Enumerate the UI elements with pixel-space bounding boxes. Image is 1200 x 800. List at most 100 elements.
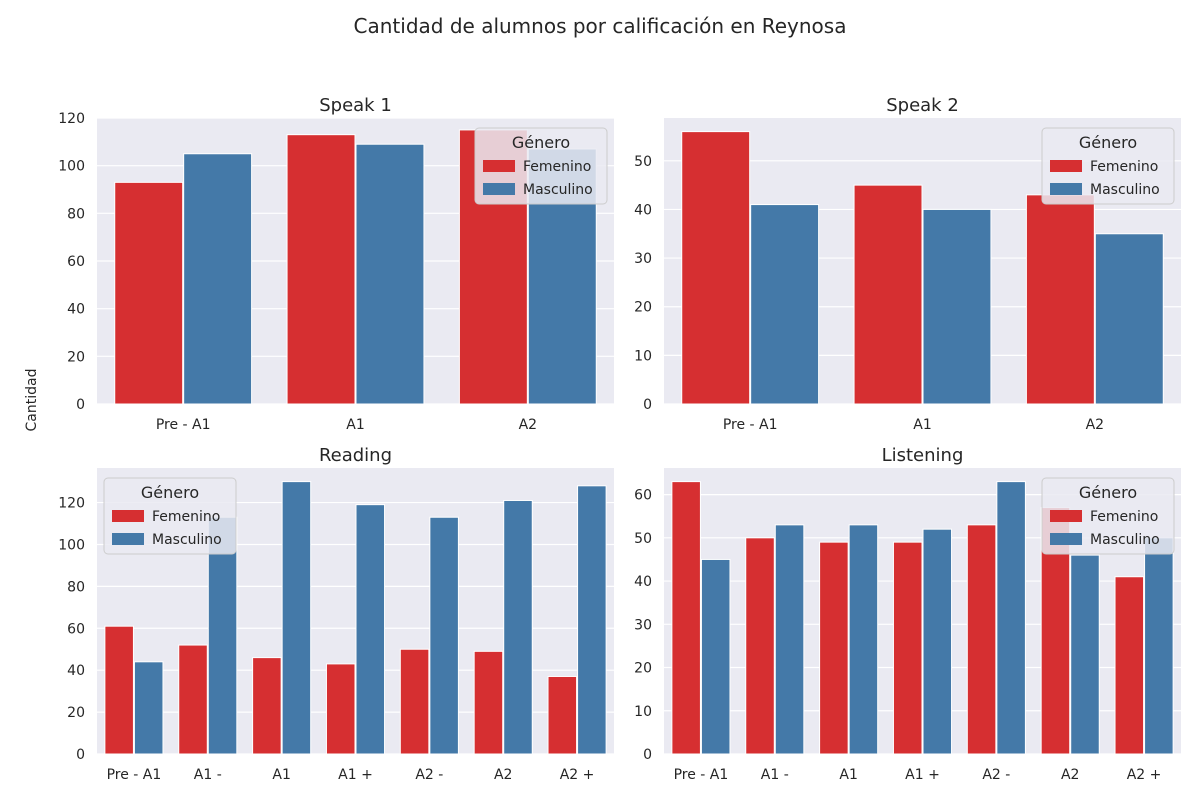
y-tick-label: 100 xyxy=(58,159,85,175)
x-tick-label: Pre - A1 xyxy=(156,417,211,433)
y-tick-label: 60 xyxy=(67,621,85,637)
y-tick-label: 0 xyxy=(643,747,652,763)
y-tick-label: 120 xyxy=(58,111,85,127)
x-tick-label: Pre - A1 xyxy=(674,767,729,783)
legend-swatch-masculino xyxy=(1050,183,1082,195)
x-tick-label: A2 + xyxy=(560,767,595,783)
legend-entry-femenino: Femenino xyxy=(1090,159,1158,175)
x-tick-label: A1 - xyxy=(761,767,789,783)
bar-femenino-pre-a1 xyxy=(104,625,134,755)
bar-masculino-a1 xyxy=(355,143,425,405)
bar-femenino-a2 xyxy=(966,524,997,755)
y-tick-label: 40 xyxy=(67,663,85,679)
legend-entry-femenino: Femenino xyxy=(523,159,591,175)
bar-femenino-pre-a1 xyxy=(671,481,701,755)
bar-masculino-pre-a1 xyxy=(750,204,820,405)
chart-speak-1: 0 20 40 60 80 100 120 Pre - A1 A1 A2 Speak 1 Género… xyxy=(58,95,614,433)
bar-masculino-pre-a1 xyxy=(183,153,253,405)
legend-title: Género xyxy=(512,133,570,152)
chart-speak-2: 0 10 20 30 40 50 Pre - A1 A1 A2 Speak 2 Género Feme… xyxy=(634,95,1181,433)
legend: Género Femenino Masculino xyxy=(1041,127,1175,205)
subplot-title: Reading xyxy=(319,445,392,466)
bar-femenino-pre-a1 xyxy=(681,131,751,405)
bar-femenino-a1 xyxy=(853,184,923,405)
legend-entry-masculino: Masculino xyxy=(152,532,222,548)
x-tick-label: A1 xyxy=(346,417,364,433)
bar-femenino-a1 xyxy=(286,134,356,405)
y-tick-label: 0 xyxy=(643,397,652,413)
y-tick-label: 30 xyxy=(634,617,652,633)
bar-masculino-a1 xyxy=(281,481,312,755)
bar-femenino-a2 xyxy=(1025,194,1095,405)
legend-entry-masculino: Masculino xyxy=(523,182,593,198)
legend-title: Género xyxy=(1079,133,1137,152)
y-tick-label: 80 xyxy=(67,206,85,222)
x-tick-label: A2 xyxy=(519,417,537,433)
x-tick-label: A1 + xyxy=(338,767,373,783)
y-tick-label: 120 xyxy=(58,496,85,512)
legend: Género Femenino Masculino xyxy=(1041,477,1175,555)
legend-entry-masculino: Masculino xyxy=(1090,182,1160,198)
legend-swatch-masculino xyxy=(112,533,144,545)
bar-femenino-a1 xyxy=(178,644,208,755)
y-tick-label: 20 xyxy=(67,349,85,365)
y-tick-label: 60 xyxy=(634,488,652,504)
legend-swatch-masculino xyxy=(483,183,515,195)
legend-entry-femenino: Femenino xyxy=(1090,509,1158,525)
y-tick-label: 0 xyxy=(76,747,85,763)
bar-masculino-a1 xyxy=(922,528,953,755)
y-tick-label: 40 xyxy=(634,574,652,590)
x-tick-label: A1 xyxy=(913,417,931,433)
bar-femenino-a1 xyxy=(819,541,849,755)
bar-masculino-a2 xyxy=(996,481,1026,755)
legend-swatch-femenino xyxy=(1050,510,1082,522)
x-tick-label: A1 - xyxy=(194,767,222,783)
legend-swatch-femenino xyxy=(483,160,515,172)
bar-masculino-pre-a1 xyxy=(700,558,731,755)
figure-title: Cantidad de alumnos por calificación en … xyxy=(353,14,847,38)
bar-femenino-a1 xyxy=(745,537,775,755)
y-tick-label: 20 xyxy=(67,705,85,721)
subplot-title: Listening xyxy=(882,445,964,466)
x-tick-label: A1 xyxy=(839,767,857,783)
x-tick-label: A2 xyxy=(494,767,512,783)
subplot-title: Speak 1 xyxy=(319,95,392,116)
y-tick-label: 30 xyxy=(634,251,652,267)
subplot-title: Speak 2 xyxy=(886,95,959,116)
bar-masculino-a2 xyxy=(503,499,533,755)
legend-title: Género xyxy=(141,483,199,502)
bar-masculino-a1 xyxy=(355,504,386,755)
y-tick-label: 10 xyxy=(634,348,652,364)
bar-femenino-a1 xyxy=(252,657,282,755)
y-tick-label: 0 xyxy=(76,397,85,413)
x-tick-label: A1 xyxy=(272,767,290,783)
bar-femenino-a2 xyxy=(1114,576,1145,755)
y-tick-label: 50 xyxy=(634,531,652,547)
legend-entry-femenino: Femenino xyxy=(152,509,220,525)
x-tick-label: A2 - xyxy=(415,767,443,783)
x-tick-label: A2 xyxy=(1061,767,1079,783)
legend-swatch-femenino xyxy=(112,510,144,522)
bar-femenino-a1 xyxy=(325,663,356,755)
y-tick-label: 10 xyxy=(634,704,652,720)
bar-femenino-a2 xyxy=(547,675,578,755)
bar-masculino-a2 xyxy=(429,516,459,755)
legend-swatch-femenino xyxy=(1050,160,1082,172)
bar-masculino-a2 xyxy=(577,485,607,755)
x-tick-label: Pre - A1 xyxy=(723,417,778,433)
y-tick-label: 80 xyxy=(67,579,85,595)
x-tick-label: Pre - A1 xyxy=(107,767,162,783)
bar-masculino-a1 xyxy=(848,524,879,755)
legend: Género Femenino Masculino xyxy=(474,127,608,205)
legend-swatch-masculino xyxy=(1050,533,1082,545)
legend-entry-masculino: Masculino xyxy=(1090,532,1160,548)
x-tick-label: A2 + xyxy=(1127,767,1162,783)
bar-femenino-a1 xyxy=(892,541,923,755)
bar-masculino-a1 xyxy=(774,524,805,755)
bar-masculino-a1 xyxy=(922,208,992,405)
bar-femenino-a2 xyxy=(473,650,504,755)
bar-femenino-pre-a1 xyxy=(114,181,184,405)
bar-masculino-a2 xyxy=(1144,537,1174,755)
bar-masculino-a2 xyxy=(1070,554,1100,755)
